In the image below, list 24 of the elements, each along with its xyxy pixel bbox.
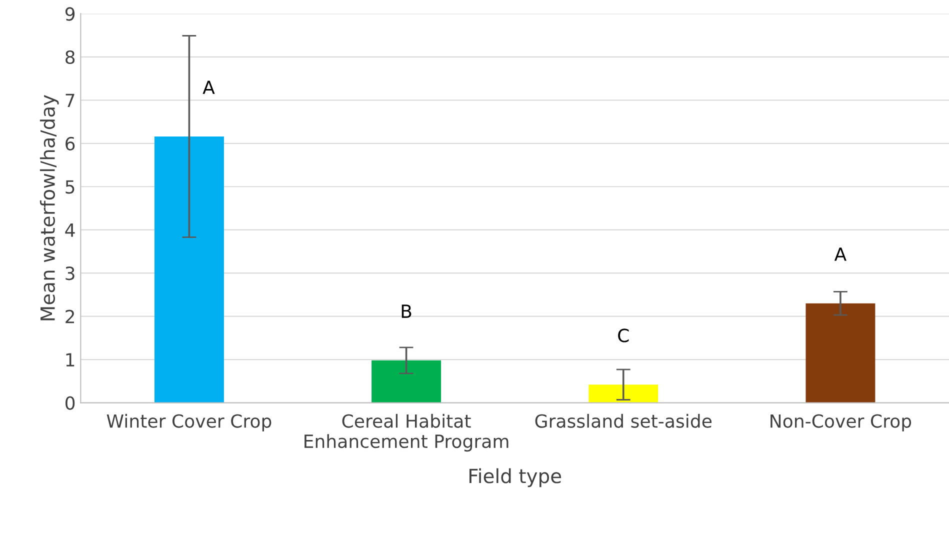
annotation: C [618,328,629,342]
bar [154,136,224,403]
y-tick-label: 2 [66,310,74,324]
bar [372,360,442,403]
y-tick-label: 8 [66,50,75,64]
bar [806,303,876,403]
x-tick-label: Grassland set-aside [535,414,712,428]
y-tick-label: 1 [66,353,74,366]
x-tick-label: Non-Cover Crop [770,414,912,432]
y-tick-label: 3 [66,266,74,280]
y-tick-label: 9 [65,7,75,21]
y-tick-label: 7 [66,94,74,108]
x-tick-label: Winter Cover Crop [106,414,272,432]
annotation: B [402,304,412,318]
y-tick-label: 4 [65,224,75,237]
annotation: A [202,80,215,94]
y-axis-title: Mean waterfowl/ha/day [40,94,59,320]
bar [588,384,658,403]
x-axis-title: Field type [469,468,562,488]
y-tick-label: 5 [66,180,74,194]
x-tick-label: Cereal Habitat Enhancement Program [304,414,508,452]
annotation: A [834,248,846,261]
y-tick-label: 6 [66,136,75,151]
y-tick-label: 0 [66,396,75,410]
